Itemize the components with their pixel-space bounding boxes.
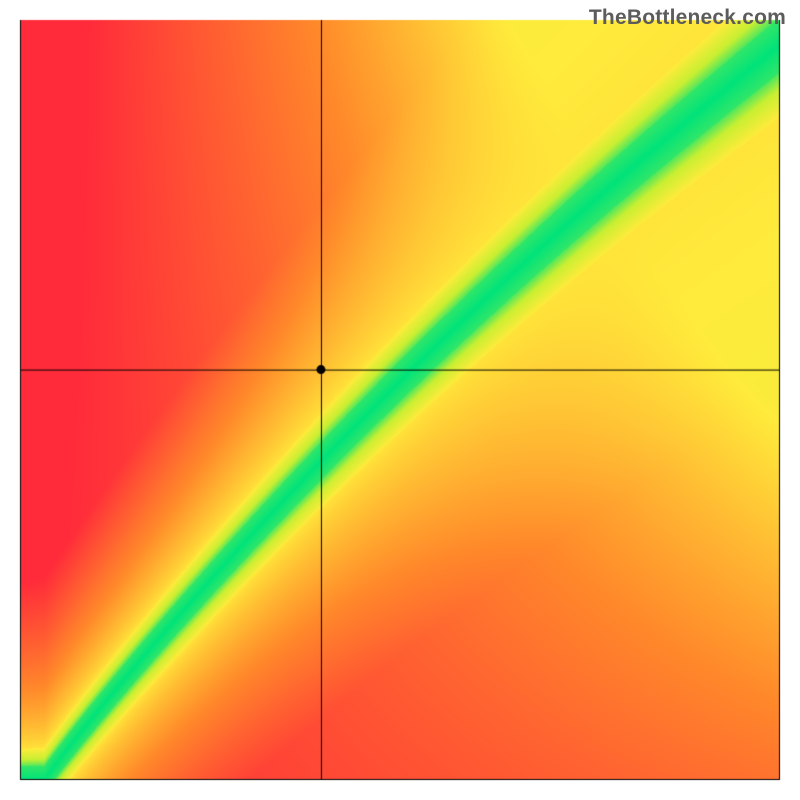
watermark-text: TheBottleneck.com xyxy=(589,6,786,30)
heatmap-canvas xyxy=(0,0,800,800)
chart-container: TheBottleneck.com xyxy=(0,0,800,800)
